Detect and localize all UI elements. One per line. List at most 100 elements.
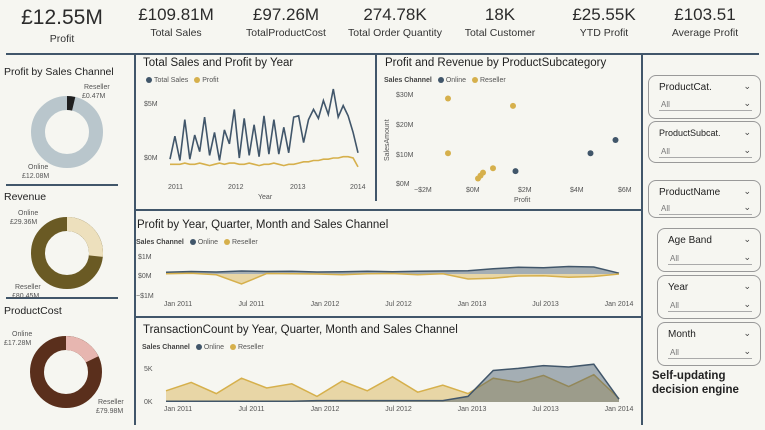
kpi-value: £109.81M: [138, 5, 214, 24]
xtick-label: Jul 2012: [385, 406, 412, 413]
donut-cost-value-b: £79.98M: [96, 408, 123, 415]
donut-profit-label-b: Online: [28, 164, 48, 171]
scatter-point-online[interactable]: [612, 137, 619, 143]
profit-time-areas: [165, 265, 620, 285]
profit-time-chart: $1M $0M −$1M Jan 2011 Jul 2011 Jan 2012 Jul…: [136, 254, 634, 308]
area-fill-reseller: [166, 374, 619, 402]
xtick-label: Jan 2011: [164, 301, 192, 308]
kpi-value: 18K: [484, 5, 516, 24]
area-line-reseller: [165, 272, 620, 285]
chevron-down-icon[interactable]: ⌄: [743, 346, 751, 356]
chevron-down-icon[interactable]: ⌄: [743, 281, 751, 291]
chevron-down-icon[interactable]: ⌄: [743, 328, 751, 338]
slicer-title: ProductCat.: [659, 82, 712, 93]
scatter-ytick-0m: $0M: [396, 181, 410, 188]
header-divider: [6, 53, 759, 55]
slicer-product-category[interactable]: ProductCat. ⌄ All ⌄: [648, 75, 761, 119]
slicer-product-name[interactable]: ProductName ⌄ All ⌄: [648, 180, 761, 218]
scatter-ylabel: SalesAmount: [384, 119, 391, 161]
slicer-value[interactable]: All: [661, 204, 670, 213]
slicer-age-band[interactable]: Age Band ⌄ All ⌄: [657, 228, 761, 272]
xtick-label: Jan 2013: [458, 406, 487, 413]
kpi-label: Profit: [49, 33, 75, 45]
kpi-label: Total Sales: [150, 27, 202, 39]
series-line-total-sales: [169, 88, 359, 161]
txn-legend-title: Sales Channel: [142, 344, 190, 351]
xtick-label: Jan 2011: [164, 406, 192, 413]
area-line-online: [165, 265, 620, 274]
kpi-total-sales: £109.81M Total Sales: [122, 4, 230, 40]
donut-profit-value-b: £12.08M: [22, 173, 49, 180]
scatter-point-reseller[interactable]: [490, 165, 496, 172]
scatter-point-reseller[interactable]: [445, 150, 451, 157]
donut-revenue-label-a: Online: [18, 210, 38, 217]
legend-online: Online: [445, 77, 467, 84]
left-panel-divider: [134, 55, 136, 425]
kpi-ytd-profit: £25.55K YTD Profit: [550, 4, 658, 40]
xtick-label: Jul 2013: [532, 406, 559, 413]
series-line-profit: [170, 155, 359, 168]
kpi-value: £103.51: [674, 5, 736, 24]
slicer-product-subcategory[interactable]: ProductSubcat. ⌄ All ⌄: [648, 121, 761, 163]
kpi-label: Total Order Quantity: [348, 27, 442, 39]
profit-time-legend: Sales Channel Online Reseller: [136, 239, 258, 246]
slicer-month[interactable]: Month ⌄ All ⌄: [657, 322, 761, 366]
scatter-point-reseller[interactable]: [510, 102, 516, 109]
slicer-title: ProductName: [659, 187, 721, 198]
chevron-down-icon[interactable]: ⌄: [743, 186, 751, 196]
scatter-point-online[interactable]: [587, 150, 594, 157]
slicer-underline: [668, 358, 752, 359]
chevron-down-icon[interactable]: ⌄: [743, 98, 751, 108]
donut-profit-value-a: £0.47M: [82, 93, 106, 100]
area-fill-reseller: [166, 273, 619, 284]
profit-time-legend-title: Sales Channel: [136, 239, 184, 246]
xtick-label: Jan 2012: [311, 301, 340, 308]
kpi-profit: £12.55M Profit: [8, 4, 116, 46]
slicer-title: Year: [668, 282, 689, 293]
donut-divider-1: [6, 184, 118, 186]
slicer-year[interactable]: Year ⌄ All ⌄: [657, 275, 761, 319]
top-charts-divider: [375, 55, 377, 201]
xtick-label: Jul 2011: [239, 406, 265, 413]
profit-time-xticks: Jan 2011 Jul 2011 Jan 2012 Jul 2012 Jan 2013…: [164, 301, 634, 308]
chevron-down-icon[interactable]: ⌄: [743, 145, 751, 155]
txn-title: TransactionCount by Year, Quarter, Month…: [143, 324, 458, 336]
kpi-label: TotalProductCost: [246, 27, 326, 39]
year-xlabel: Year: [258, 194, 273, 201]
chevron-down-icon[interactable]: ⌄: [743, 127, 751, 137]
scatter-points: [445, 95, 619, 182]
chevron-down-icon[interactable]: ⌄: [743, 299, 751, 309]
legend-reseller-dot: [472, 77, 478, 84]
slicer-underline: [659, 110, 752, 111]
scatter-chart: $30M $20M $10M $0M −$2M $0M $2M $4M $6M …: [384, 92, 632, 204]
slicer-value[interactable]: All: [670, 301, 679, 310]
slicer-underline: [659, 157, 752, 158]
xtick-label: Jul 2012: [385, 301, 412, 308]
slicer-value[interactable]: All: [670, 254, 679, 263]
scatter-xtick-4m: $4M: [570, 187, 584, 194]
slicer-value[interactable]: All: [670, 348, 679, 357]
scatter-point-reseller[interactable]: [480, 169, 486, 176]
chevron-down-icon[interactable]: ⌄: [743, 81, 751, 91]
scatter-xtick-2m: $2M: [518, 187, 532, 194]
year-lines: [169, 88, 359, 168]
footer-line-1: Self-updating: [652, 370, 726, 382]
donut-cost-label-b: Reseller: [98, 399, 124, 406]
chevron-down-icon[interactable]: ⌄: [743, 202, 751, 212]
kpi-value: 274.78K: [363, 5, 427, 24]
scatter-ytick-10m: $10M: [396, 152, 414, 159]
donut-cost-label-a: Online: [12, 331, 32, 338]
txn-ytick-5k: 5K: [144, 366, 153, 373]
kpi-value: £12.55M: [21, 6, 103, 29]
profit-time-title: Profit by Year, Quarter, Month and Sales…: [137, 219, 389, 231]
scatter-point-online[interactable]: [512, 168, 519, 175]
donut-divider-2: [6, 297, 118, 299]
legend-total-sales-dot: [146, 77, 152, 84]
year-chart-legend: Total Sales Profit: [142, 77, 219, 84]
slicer-value[interactable]: All: [661, 100, 670, 109]
scatter-point-reseller[interactable]: [445, 95, 451, 102]
chevron-down-icon[interactable]: ⌄: [743, 234, 751, 244]
chevron-down-icon[interactable]: ⌄: [743, 252, 751, 262]
slicer-value[interactable]: All: [661, 147, 670, 156]
year-xtick-2013: 2013: [290, 184, 306, 191]
